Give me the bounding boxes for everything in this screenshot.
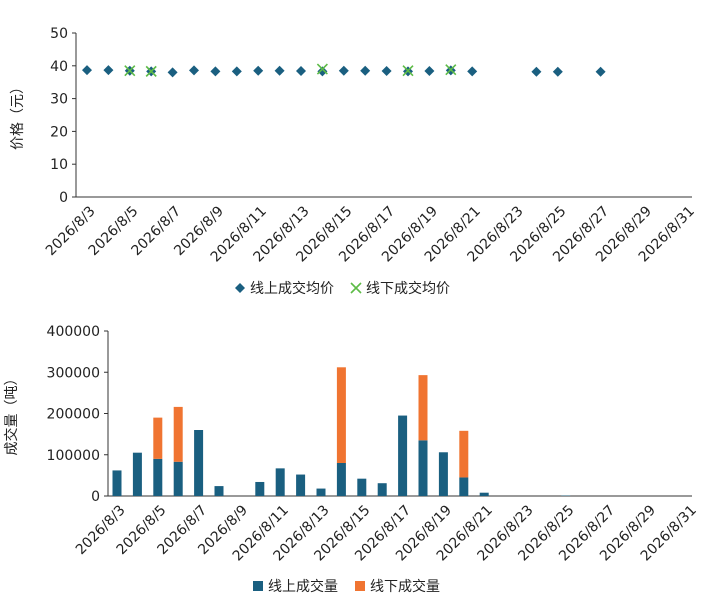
price-point — [360, 66, 370, 76]
volume-bar — [419, 375, 428, 440]
price-point — [232, 66, 242, 76]
price-point — [253, 66, 263, 76]
volume-bar — [153, 418, 162, 459]
y-axis-label: 成交量（吨） — [3, 372, 20, 456]
price-point — [553, 67, 563, 77]
legend-label: 线上成交均价 — [250, 280, 334, 297]
volume-bar — [419, 440, 428, 496]
price-point — [189, 65, 199, 75]
legend-marker — [235, 283, 245, 293]
volume-bar — [378, 483, 387, 496]
volume-bar — [357, 479, 366, 496]
volume-bar — [276, 468, 285, 496]
volume-bar — [133, 453, 142, 496]
price-point — [317, 66, 327, 76]
volume-bar — [337, 367, 346, 463]
volume-bar — [337, 463, 346, 496]
price-point — [103, 65, 113, 75]
legend-label: 线上成交量 — [268, 578, 338, 595]
price-point — [424, 66, 434, 76]
y-tick-label: 400000 — [47, 324, 100, 340]
volume-bar — [113, 470, 122, 496]
y-tick-label: 50 — [50, 26, 68, 42]
y-tick-label: 0 — [59, 190, 68, 206]
legend-label: 线下成交均价 — [366, 280, 450, 297]
price-point — [210, 66, 220, 76]
volume-bar — [459, 431, 468, 478]
y-axis-label: 价格（元） — [10, 80, 26, 150]
price-point — [382, 66, 392, 76]
price-point — [467, 66, 477, 76]
price-point — [82, 65, 92, 75]
y-tick-label: 40 — [50, 59, 68, 75]
y-tick-label: 300000 — [47, 365, 100, 381]
price-point — [168, 67, 178, 77]
volume-bar — [439, 452, 448, 496]
legend-marker — [355, 581, 365, 591]
legend-marker — [351, 283, 361, 293]
price-point — [275, 66, 285, 76]
price-point — [339, 66, 349, 76]
legend-marker — [253, 581, 263, 591]
y-tick-label: 20 — [50, 124, 68, 140]
y-tick-label: 30 — [50, 92, 68, 108]
volume-bar — [174, 407, 183, 462]
volume-bar — [480, 493, 489, 496]
y-tick-label: 200000 — [47, 407, 100, 423]
volume-bar — [215, 486, 224, 496]
y-tick-label: 100000 — [47, 448, 100, 464]
legend-label: 线下成交量 — [370, 578, 440, 595]
price-point — [296, 66, 306, 76]
volume-bar — [296, 475, 305, 496]
volume-bar — [459, 477, 468, 496]
volume-bar — [153, 459, 162, 496]
volume-bar — [317, 489, 326, 496]
volume-bar — [174, 462, 183, 496]
volume-bar — [398, 416, 407, 496]
price-point — [596, 67, 606, 77]
volume-bar — [255, 482, 264, 496]
y-tick-label: 0 — [91, 489, 100, 505]
price-point — [531, 67, 541, 77]
volume-bar — [194, 430, 203, 496]
y-tick-label: 10 — [50, 157, 68, 173]
